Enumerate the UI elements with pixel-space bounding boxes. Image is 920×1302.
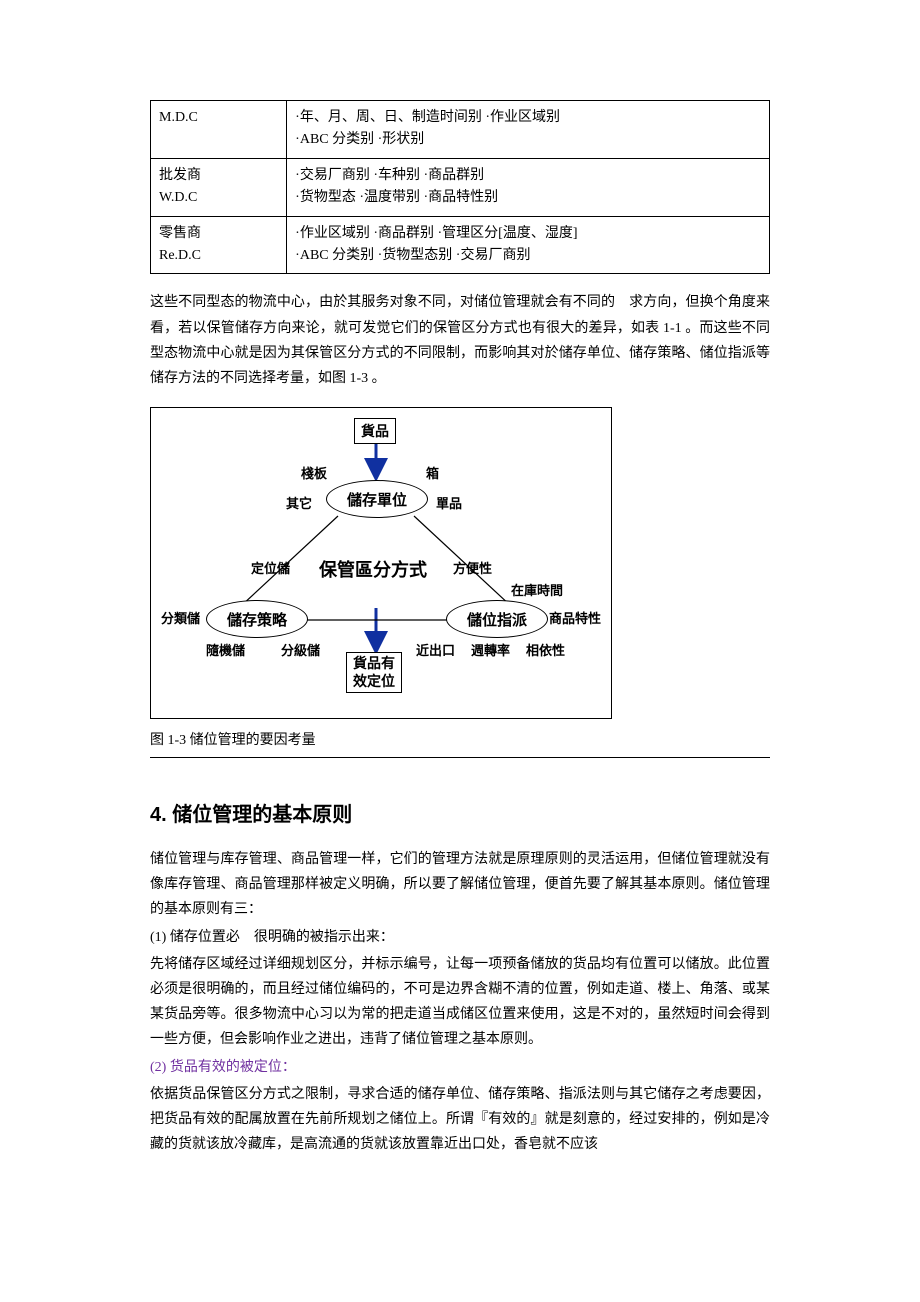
- cell-mdc-left: M.D.C: [151, 101, 287, 159]
- node-storage-unit: 儲存單位: [326, 480, 428, 518]
- figure-caption: 图 1-3 储位管理的要因考量: [150, 729, 770, 749]
- item-1-body: 先将储存区域经过详细规划区分，并标示编号，让每一项预备储放的货品均有位置可以储放…: [150, 952, 770, 1053]
- cell-mdc-right: ·年、月、周、日、制造时间别 ·作业区域别·ABC 分类别 ·形状别: [287, 101, 770, 159]
- label-classified: 分類儲: [161, 608, 200, 627]
- node-goods: 貨品: [354, 418, 396, 444]
- paragraph-intro: 这些不同型态的物流中心，由於其服务对象不同，对储位管理就会有不同的 求方向，但换…: [150, 290, 770, 391]
- label-pallet: 棧板: [301, 463, 327, 482]
- label-other: 其它: [286, 493, 312, 512]
- table-row: 批发商W.D.C ·交易厂商别 ·车种别 ·商品群别·货物型态 ·温度带别 ·商…: [151, 158, 770, 216]
- cell-wdc-right: ·交易厂商别 ·车种别 ·商品群别·货物型态 ·温度带别 ·商品特性别: [287, 158, 770, 216]
- label-dependency: 相依性: [526, 640, 565, 659]
- label-goods-attr: 商品特性: [549, 608, 601, 627]
- label-graded: 分級儲: [281, 640, 320, 659]
- logistics-type-table: M.D.C ·年、月、周、日、制造时间别 ·作业区域别·ABC 分类别 ·形状别…: [150, 100, 770, 274]
- section-divider: [150, 757, 770, 758]
- label-zone-method: 保管區分方式: [319, 556, 427, 582]
- label-fixed: 定位儲: [251, 558, 290, 577]
- cell-wdc-left: 批发商W.D.C: [151, 158, 287, 216]
- label-convenience: 方便性: [453, 558, 492, 577]
- label-single: 單品: [436, 493, 462, 512]
- table-row: M.D.C ·年、月、周、日、制造时间别 ·作业区域别·ABC 分类别 ·形状别: [151, 101, 770, 159]
- node-slot-assign: 儲位指派: [446, 600, 548, 638]
- label-box: 箱: [426, 463, 439, 482]
- table-row: 零售商Re.D.C ·作业区域别 ·商品群别 ·管理区分[温度、湿度]·ABC …: [151, 216, 770, 274]
- label-near-exit: 近出口: [416, 640, 455, 659]
- label-random: 隨機儲: [206, 640, 245, 659]
- node-storage-strategy: 儲存策略: [206, 600, 308, 638]
- figure-1-3-diagram: 貨品 棧板 箱 其它 單品 儲存單位 保管區分方式 定位儲 方便性 在庫時間 分…: [150, 407, 612, 719]
- cell-redc-left: 零售商Re.D.C: [151, 216, 287, 274]
- section-heading-4: 4. 储位管理的基本原则: [150, 798, 770, 827]
- item-2-head: (2) 货品有效的被定位：: [150, 1055, 770, 1080]
- label-stock-time: 在庫時間: [511, 580, 563, 599]
- paragraph-principles-intro: 储位管理与库存管理、商品管理一样，它们的管理方法就是原理原则的灵活运用，但储位管…: [150, 847, 770, 923]
- cell-redc-right: ·作业区域别 ·商品群别 ·管理区分[温度、湿度]·ABC 分类别 ·货物型态别…: [287, 216, 770, 274]
- label-turnover: 週轉率: [471, 640, 510, 659]
- item-2-body: 依据货品保管区分方式之限制，寻求合适的储存单位、储存策略、指派法则与其它储存之考…: [150, 1082, 770, 1158]
- node-goods-locate: 貨品有效定位: [346, 652, 402, 693]
- item-1-head: (1) 储存位置必 很明确的被指示出来：: [150, 925, 770, 950]
